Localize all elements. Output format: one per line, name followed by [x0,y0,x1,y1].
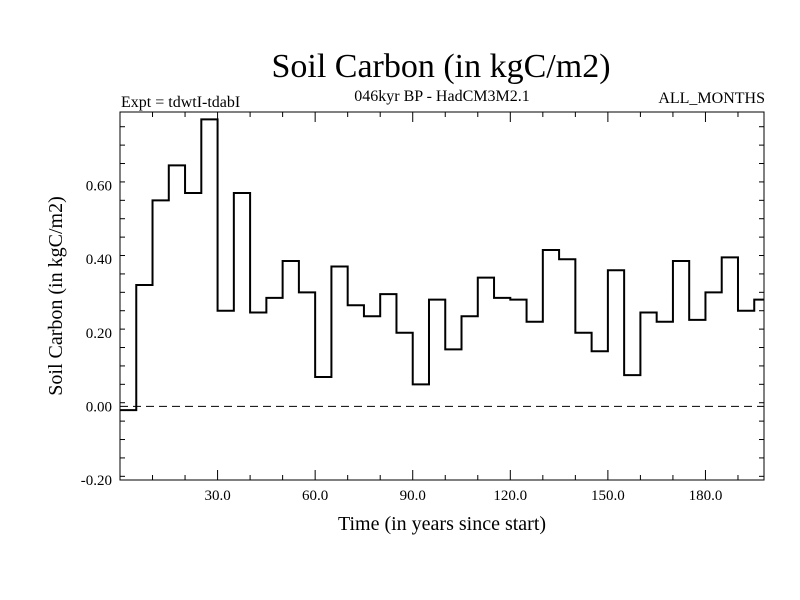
plot-frame [119,111,765,481]
x-tick-label: 120.0 [493,488,527,504]
y-axis-label: Soil Carbon (in kgC/m2) [45,196,67,395]
x-axis-label: Time (in years since start) [338,513,546,535]
x-tick-label: 60.0 [302,488,328,504]
period-label: 046kyr BP - HadCM3M2.1 [354,88,529,105]
x-tick-label: 180.0 [689,488,723,504]
chart-title: Soil Carbon (in kgC/m2) [271,48,610,85]
y-tick-label: -0.20 [81,473,112,489]
x-tick-label: 30.0 [204,488,230,504]
y-tick-label: 0.20 [86,326,112,342]
y-tick-label: 0.40 [86,252,112,268]
soil-carbon-series-line [120,118,764,412]
y-tick-label: 0.00 [86,399,112,415]
x-tick-label: 150.0 [591,488,625,504]
experiment-label: Expt = tdwtI-tdabI [121,94,240,111]
x-tick-label: 90.0 [400,488,426,504]
months-label: ALL_MONTHS [658,90,765,107]
y-tick-label: 0.60 [86,179,112,195]
